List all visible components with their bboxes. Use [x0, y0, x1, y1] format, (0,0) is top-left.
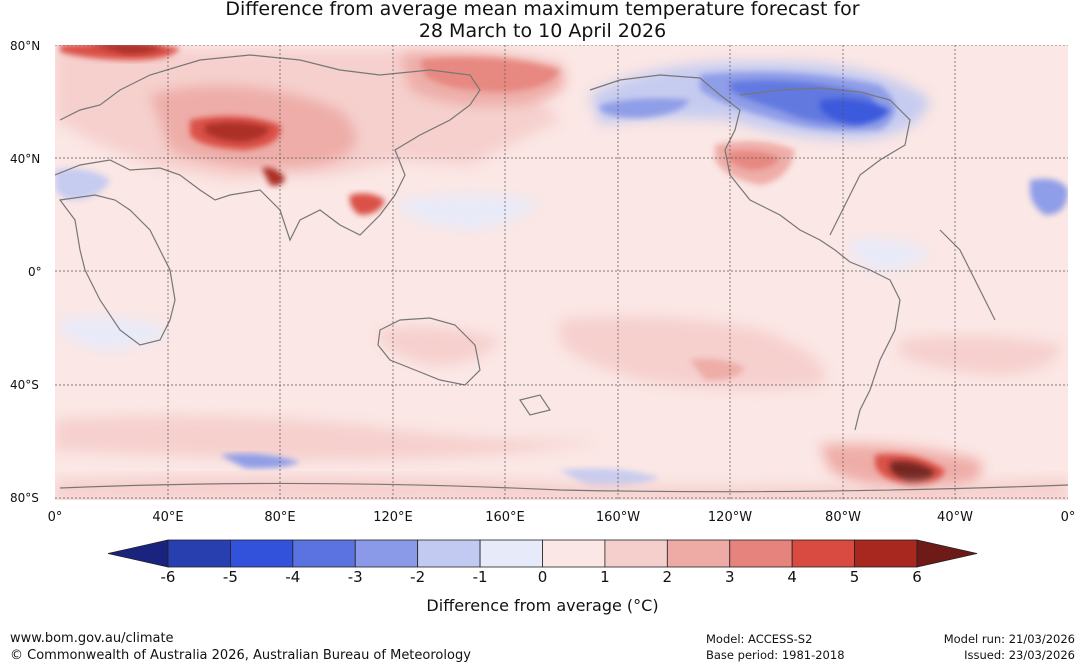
lat-label-40n: 40°N: [10, 152, 41, 166]
colorbar-tick-label: 3: [724, 568, 735, 586]
lon-label-160w: 160°W: [595, 510, 641, 525]
colorbar-tick-label: 4: [787, 568, 797, 586]
colorbar-tick-label: -4: [285, 568, 301, 586]
footer-base-period: Base period: 1981-2018: [706, 648, 845, 662]
colorbar-tick-label: -5: [222, 568, 238, 586]
lon-label-40e: 40°E: [152, 510, 184, 525]
lon-label-120e: 120°E: [373, 510, 413, 525]
lon-label-0-right: 0°: [1060, 510, 1076, 525]
colorbar-label: Difference from average (°C): [426, 596, 659, 615]
footer-url[interactable]: www.bom.gov.au/climate: [10, 631, 174, 646]
lat-label-equator: 0°: [28, 265, 42, 279]
lon-label-80e: 80°E: [264, 510, 296, 525]
lon-label-80w: 80°W: [825, 510, 861, 525]
colorbar-tick-label: 0: [537, 568, 548, 586]
footer-model-run: Model run: 21/03/2026: [943, 632, 1075, 646]
lon-label-120w: 120°W: [707, 510, 753, 525]
colorbar-tick-label: 5: [849, 568, 860, 586]
anomaly-map: [55, 45, 1068, 500]
colorbar-tick-label: -1: [472, 568, 488, 586]
anomaly-fields: [55, 45, 1068, 500]
coastlines: [55, 54, 1068, 493]
colorbar-tick-label: -6: [160, 568, 176, 586]
footer-copyright: © Commonwealth of Australia 2026, Austra…: [10, 648, 471, 663]
lat-label-80n: 80°N: [10, 39, 41, 53]
colorbar-tick-label: 2: [662, 568, 673, 586]
lon-label-160e: 160°E: [485, 510, 525, 525]
lon-label-0: 0°: [47, 510, 63, 525]
colorbar-tick-label: 1: [600, 568, 610, 586]
lat-label-80s: 80°S: [10, 491, 39, 505]
footer-issued: Issued: 23/03/2026: [964, 648, 1075, 662]
lat-label-40s: 40°S: [10, 378, 39, 392]
map-title-line2: 28 March to 10 April 2026: [418, 20, 667, 42]
footer-model: Model: ACCESS-S2: [706, 632, 813, 646]
gridlines: [55, 45, 1068, 500]
colorbar-tick-label: 6: [912, 568, 922, 586]
map-title-line1: Difference from average mean maximum tem…: [225, 0, 860, 20]
colorbar-tick-label: -2: [410, 568, 426, 586]
colorbar-tick-label: -3: [347, 568, 363, 586]
lon-label-40w: 40°W: [937, 510, 973, 525]
